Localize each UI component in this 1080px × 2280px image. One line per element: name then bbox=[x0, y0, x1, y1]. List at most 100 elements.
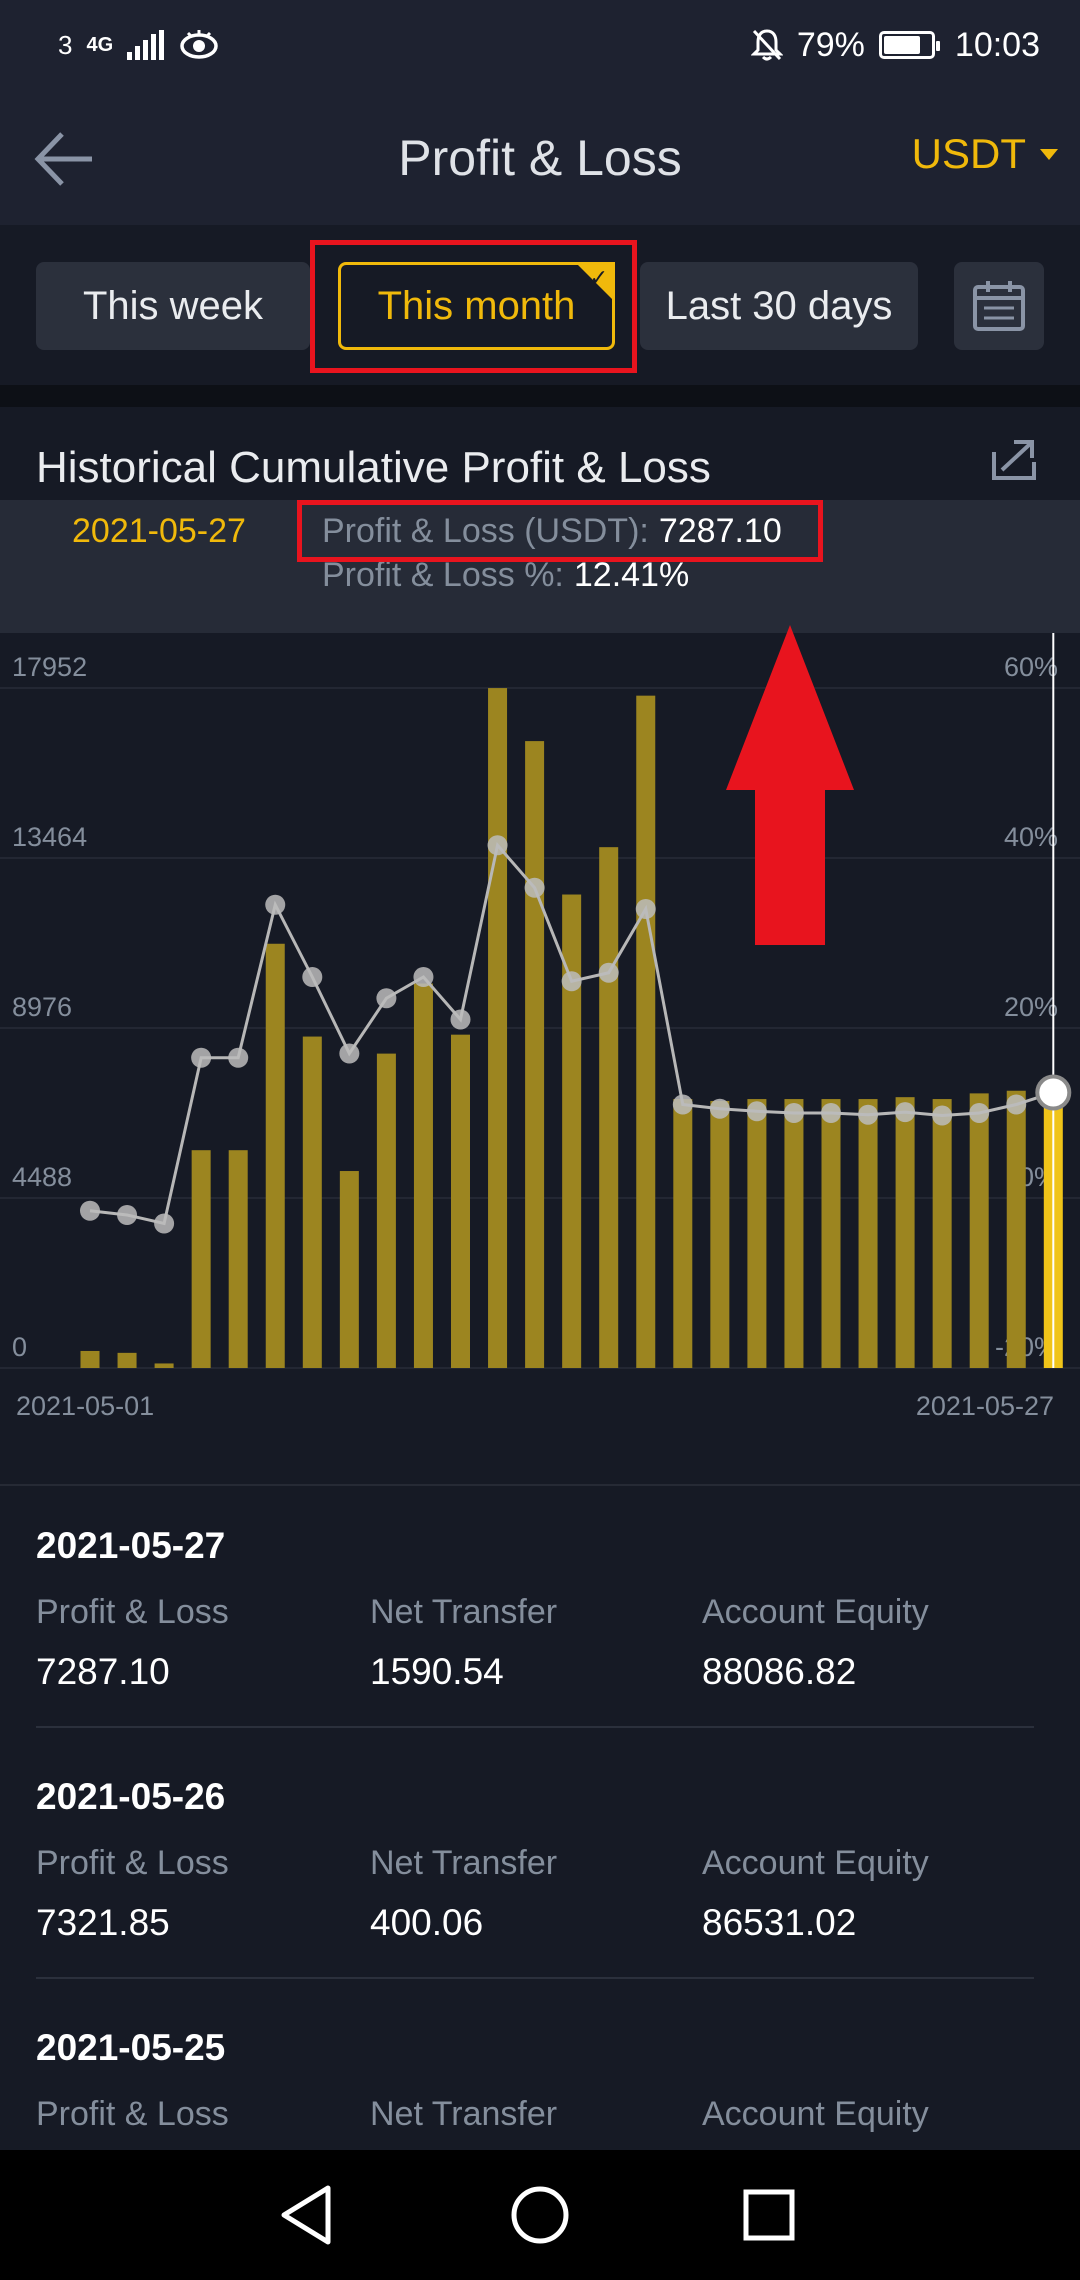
entry-net-transfer-label: Net Transfer bbox=[370, 1844, 558, 1882]
bar bbox=[117, 1352, 137, 1368]
entry-account-equity-value: 88086.82 bbox=[702, 1651, 857, 1692]
line-point bbox=[265, 894, 286, 915]
export-icon[interactable] bbox=[990, 438, 1038, 482]
battery-icon bbox=[878, 31, 940, 59]
nav-home-icon[interactable] bbox=[507, 2182, 573, 2248]
y-right-tick-label: 40% bbox=[1004, 822, 1058, 852]
y-left-tick-label: 8976 bbox=[12, 992, 72, 1022]
line-point bbox=[80, 1200, 100, 1221]
check-icon: ✓ bbox=[589, 265, 608, 290]
bar bbox=[636, 695, 656, 1368]
line-point bbox=[376, 988, 397, 1009]
line-point bbox=[450, 1009, 471, 1030]
bar bbox=[191, 1150, 211, 1368]
list-item[interactable]: 2021-05-27 Profit & Loss Net Transfer Ac… bbox=[36, 1525, 1036, 1775]
signal-icon bbox=[127, 30, 165, 60]
bar bbox=[413, 983, 433, 1368]
tab-this-month-label: This month bbox=[377, 283, 576, 328]
entry-date: 2021-05-25 bbox=[36, 2027, 226, 2068]
entry-account-equity-value: 86531.02 bbox=[702, 1902, 857, 1943]
line-point bbox=[821, 1103, 841, 1123]
line-point bbox=[1006, 1094, 1027, 1115]
list-item[interactable]: 2021-05-25 Profit & Loss Net Transfer Ac… bbox=[36, 2027, 1036, 2150]
entry-pnl-value: 7321.85 bbox=[36, 1902, 170, 1943]
bar bbox=[562, 894, 582, 1368]
line-point bbox=[524, 877, 545, 898]
calendar-icon bbox=[973, 281, 1025, 331]
bar bbox=[747, 1099, 767, 1368]
entry-date: 2021-05-26 bbox=[36, 1776, 226, 1817]
arrow-left-icon[interactable] bbox=[34, 128, 96, 190]
bar bbox=[154, 1363, 174, 1368]
line-point bbox=[932, 1105, 953, 1126]
nav-recents-icon[interactable] bbox=[736, 2182, 802, 2248]
pnl-chart[interactable]: 17952 60%13464 40%8976 20%4488 0%0 -20%2021-0… bbox=[0, 633, 1080, 1433]
tooltip-pnl-label: Profit & Loss (USDT): bbox=[322, 512, 649, 550]
eye-icon bbox=[180, 30, 218, 59]
tooltip-pnl-row: Profit & Loss (USDT): 7287.10 bbox=[322, 512, 782, 551]
bar bbox=[969, 1093, 989, 1368]
chart-title: Historical Cumulative Profit & Loss bbox=[36, 443, 711, 492]
x-start-label: 2021-05-01 bbox=[16, 1391, 154, 1421]
line-point bbox=[228, 1047, 249, 1068]
tab-this-month[interactable]: This month ✓ bbox=[338, 262, 615, 350]
bar bbox=[451, 1034, 470, 1368]
entry-account-equity-label: Account Equity bbox=[702, 1844, 929, 1882]
page-title: Profit & Loss bbox=[398, 129, 682, 186]
line-point bbox=[302, 967, 323, 987]
bar bbox=[599, 847, 619, 1368]
line-point bbox=[154, 1213, 175, 1234]
line-point-selected bbox=[1035, 1074, 1072, 1111]
entry-account-equity-label: Account Equity bbox=[702, 1593, 929, 1631]
bar bbox=[525, 741, 545, 1368]
entry-separator bbox=[36, 1977, 1034, 1979]
bar bbox=[228, 1150, 248, 1368]
app-header: Profit & Loss USDT bbox=[0, 90, 1080, 225]
line-point bbox=[339, 1043, 360, 1064]
tooltip-date: 2021-05-27 bbox=[72, 512, 246, 550]
chart-tooltip: 2021-05-27 Profit & Loss (USDT): 7287.10 … bbox=[0, 500, 1080, 633]
bar bbox=[784, 1099, 804, 1368]
line-point bbox=[191, 1047, 212, 1068]
tab-this-week[interactable]: This week bbox=[36, 262, 310, 350]
line-point bbox=[858, 1104, 879, 1125]
line-point bbox=[746, 1101, 767, 1122]
y-right-tick-label: 20% bbox=[1004, 992, 1058, 1022]
tab-last-30-days[interactable]: Last 30 days bbox=[640, 262, 918, 350]
calendar-button[interactable] bbox=[954, 262, 1044, 350]
sim-slot-label: 3 bbox=[58, 29, 73, 60]
y-left-tick-label: 4488 bbox=[12, 1162, 72, 1192]
bar bbox=[376, 1053, 396, 1368]
period-tabs: This week This month ✓ Last 30 days bbox=[0, 225, 1080, 385]
tooltip-pnl-value: 7287.10 bbox=[658, 512, 782, 550]
entry-pnl-label: Profit & Loss bbox=[36, 1844, 229, 1882]
y-left-tick-label: 0 bbox=[12, 1332, 27, 1362]
red-arrow-annotation bbox=[726, 625, 854, 945]
entry-separator bbox=[36, 1726, 1034, 1728]
currency-label: USDT bbox=[911, 130, 1026, 177]
nav-back-icon[interactable] bbox=[276, 2182, 342, 2248]
currency-selector[interactable]: USDT bbox=[912, 130, 1058, 178]
list-item[interactable]: 2021-05-26 Profit & Loss Net Transfer Ac… bbox=[36, 1776, 1036, 2026]
line-point bbox=[598, 962, 619, 983]
bar bbox=[932, 1099, 952, 1368]
entry-pnl-label: Profit & Loss bbox=[36, 1593, 229, 1631]
y-left-tick-label: 13464 bbox=[12, 822, 87, 852]
bar bbox=[858, 1099, 878, 1368]
line-point bbox=[895, 1102, 916, 1123]
line-point bbox=[635, 899, 656, 919]
line-point bbox=[969, 1103, 990, 1123]
tooltip-pnl-pct-label: Profit & Loss %: bbox=[322, 556, 564, 594]
line-point bbox=[487, 835, 508, 856]
bar bbox=[302, 1036, 322, 1368]
bar bbox=[821, 1099, 841, 1368]
entry-net-transfer-label: Net Transfer bbox=[370, 1593, 558, 1631]
clock: 10:03 bbox=[954, 25, 1040, 64]
tooltip-pnl-pct-row: Profit & Loss %: 12.41% bbox=[322, 556, 689, 595]
bar bbox=[80, 1350, 100, 1368]
line-point bbox=[117, 1205, 138, 1225]
system-nav-bar bbox=[0, 2150, 1080, 2280]
battery-percent: 79% bbox=[796, 25, 865, 64]
section-divider bbox=[0, 385, 1080, 407]
entry-net-transfer-value: 400.06 bbox=[370, 1902, 484, 1943]
